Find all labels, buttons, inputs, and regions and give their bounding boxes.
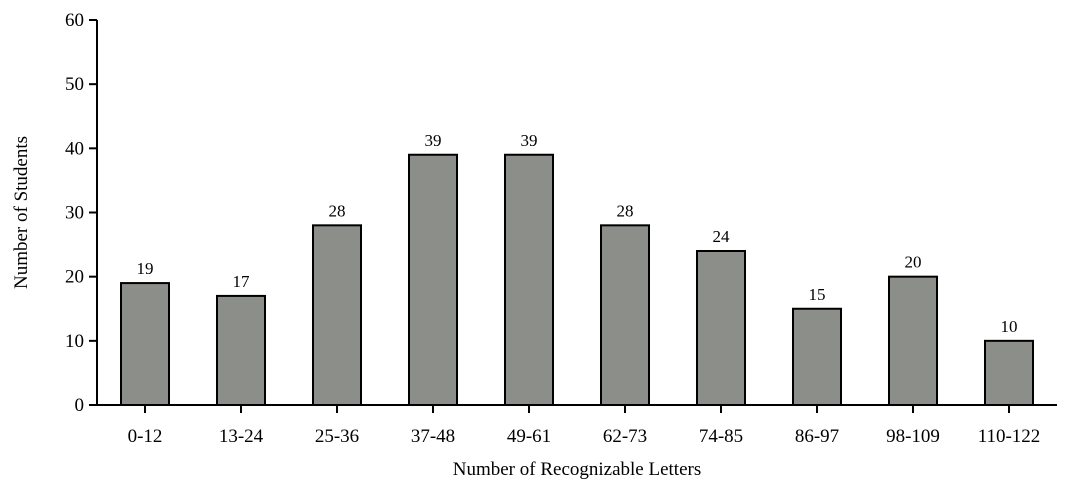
- bar-value-label: 28: [329, 201, 346, 220]
- bar-value-label: 17: [233, 272, 251, 291]
- x-axis-title: Number of Recognizable Letters: [453, 459, 701, 480]
- x-tick-label: 25-36: [315, 426, 359, 447]
- bar-value-label: 39: [425, 131, 442, 150]
- x-tick-label: 74-85: [699, 426, 743, 447]
- y-tick-label: 20: [65, 267, 84, 288]
- y-tick-label: 10: [65, 331, 84, 352]
- bar-value-label: 19: [137, 259, 154, 278]
- y-tick-label: 60: [65, 10, 84, 31]
- bar: [216, 294, 266, 406]
- x-tick-label: 98-109: [886, 426, 940, 447]
- x-axis-ticks: 0-12 13-24 25-36 37-48 49-61 62-73 74-85 86-97 9…: [128, 405, 1041, 447]
- bar: [792, 307, 842, 406]
- bar: [696, 250, 746, 406]
- y-axis-title: Number of Students: [11, 136, 32, 289]
- bar-value-label: 24: [713, 227, 731, 246]
- data-labels: 19 17 28 39 39 28 24 15 20 10: [137, 131, 1018, 336]
- bar-value-label: 39: [521, 131, 538, 150]
- bar: [600, 224, 650, 406]
- x-tick-label: 86-97: [795, 426, 839, 447]
- bar-value-label: 20: [905, 253, 922, 272]
- bar: [408, 153, 458, 406]
- bar: [312, 224, 362, 406]
- x-tick-label: 37-48: [411, 426, 455, 447]
- y-axis-ticks: 0 10 20 30 40 50 60: [65, 10, 97, 416]
- x-tick-label: 110-122: [978, 426, 1041, 447]
- bar-value-label: 28: [617, 201, 634, 220]
- x-tick-label: 62-73: [603, 426, 647, 447]
- y-tick-label: 40: [65, 138, 84, 159]
- y-tick-label: 0: [75, 395, 85, 416]
- x-tick-label: 0-12: [128, 426, 163, 447]
- y-tick-label: 30: [65, 203, 84, 224]
- bar: [504, 153, 554, 406]
- y-tick-label: 50: [65, 74, 84, 95]
- bar: [120, 282, 170, 407]
- x-tick-label: 13-24: [219, 426, 264, 447]
- bar: [984, 339, 1034, 407]
- bar-value-label: 15: [809, 285, 826, 304]
- bars: [120, 153, 1034, 407]
- bar: [888, 275, 938, 406]
- bar-value-label: 10: [1001, 317, 1018, 336]
- x-tick-label: 49-61: [507, 426, 551, 447]
